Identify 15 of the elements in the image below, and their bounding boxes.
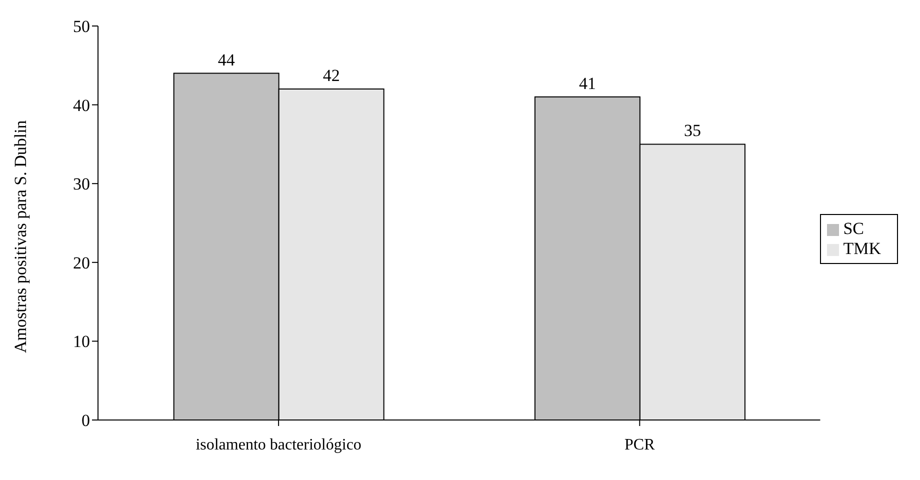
y-tick-label: 30: [73, 174, 90, 194]
y-tick-label: 10: [73, 332, 90, 352]
y-tick-label: 40: [73, 96, 90, 115]
y-tick-label: 50: [73, 17, 90, 36]
y-tick-label: 0: [82, 411, 90, 430]
data-label: 44: [218, 50, 236, 70]
data-label: 41: [578, 74, 596, 93]
y-axis-title: Amostras positivas para S. Dublin: [11, 120, 30, 353]
legend-label: TMK: [843, 239, 881, 258]
x-tick-label: PCR: [624, 436, 656, 454]
data-label: 35: [684, 121, 701, 140]
legend-label: SC: [843, 219, 864, 238]
x-tick-label: isolamento bacteriológico: [196, 436, 362, 454]
data-label: 42: [322, 66, 340, 86]
y-tick-label: 20: [73, 253, 90, 272]
